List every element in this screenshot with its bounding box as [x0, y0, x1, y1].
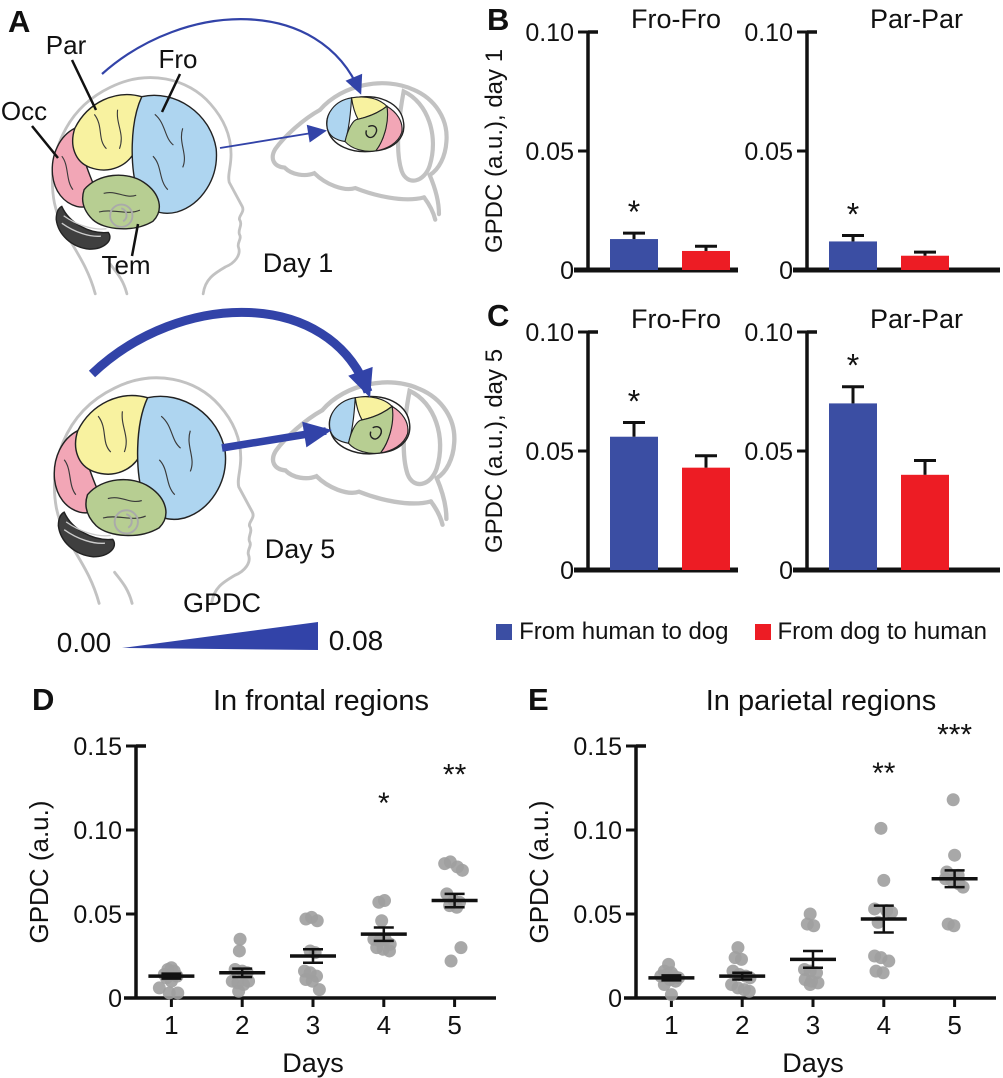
gpdc-scale-max: 0.08: [329, 625, 384, 656]
svg-text:Par-Par: Par-Par: [870, 4, 963, 34]
svg-text:4: 4: [377, 1010, 391, 1040]
svg-text:**: **: [443, 759, 467, 792]
svg-text:Days: Days: [782, 1048, 844, 1078]
legend-label-dog-to-human: From dog to human: [777, 618, 987, 645]
svg-text:0: 0: [108, 985, 122, 1013]
svg-text:*: *: [628, 194, 640, 230]
svg-text:***: ***: [937, 718, 972, 751]
panel-a-illustration: Par Fro Occ Tem Day 1 Day 5 GPDC 0.00 0.…: [1, 18, 480, 658]
svg-text:*: *: [378, 787, 390, 820]
svg-text:0: 0: [779, 257, 793, 285]
region-label-leader-lines: [31, 59, 182, 257]
svg-text:GPDC (a.u.): GPDC (a.u.): [24, 800, 54, 943]
svg-text:*: *: [628, 383, 640, 419]
svg-text:Fro-Fro: Fro-Fro: [631, 304, 721, 334]
label-occ: Occ: [1, 96, 47, 126]
svg-text:5: 5: [447, 1010, 461, 1040]
svg-text:0.05: 0.05: [525, 138, 574, 166]
series-legend: From human to dog From dog to human: [480, 612, 1003, 652]
day5-scene: Day 5: [52, 308, 454, 605]
legend-swatch-dog-to-human: [754, 624, 771, 640]
svg-text:*: *: [847, 348, 859, 384]
day5-label: Day 5: [265, 534, 336, 564]
human-to-dog-arrow-curved-day1: [101, 18, 363, 95]
human-to-dog-arrow-curved-day5: [88, 308, 373, 398]
day1-label: Day 1: [263, 248, 334, 278]
svg-text:1: 1: [664, 1010, 678, 1040]
bar-chart-par-par-day1: 0 0.05 0.10 Par-Par *: [744, 4, 1000, 285]
svg-text:0.15: 0.15: [73, 733, 122, 761]
svg-text:0: 0: [560, 257, 574, 285]
svg-text:2: 2: [735, 1010, 749, 1040]
panel-label-a: A: [8, 4, 31, 39]
svg-text:0.10: 0.10: [744, 19, 793, 47]
svg-text:GPDC (a.u.), day 1: GPDC (a.u.), day 1: [481, 49, 508, 253]
svg-text:3: 3: [306, 1010, 320, 1040]
panel-label-b: B: [487, 2, 510, 37]
legend-item-dog-to-human: From dog to human: [754, 618, 987, 646]
panel-label-d: D: [32, 682, 55, 717]
svg-text:5: 5: [947, 1010, 961, 1040]
svg-text:0.10: 0.10: [744, 319, 793, 347]
legend-swatch-human-to-dog: [496, 624, 513, 640]
svg-text:Fro-Fro: Fro-Fro: [631, 4, 721, 34]
label-par: Par: [46, 30, 87, 60]
svg-text:0.05: 0.05: [525, 438, 574, 466]
scatter-chart-frontal-regions: 0 0.05 0.10 0.15 1 2 3 4 5 Days GPDC (a.u.) In fron…: [24, 685, 496, 1078]
panel-label-c: C: [487, 298, 510, 333]
svg-text:0.10: 0.10: [73, 817, 122, 845]
gpdc-scale-wedge: [122, 622, 318, 650]
svg-text:0.05: 0.05: [744, 138, 793, 166]
legend-item-human-to-dog: From human to dog: [496, 618, 729, 646]
svg-text:**: **: [872, 757, 896, 790]
legend-label-human-to-dog: From human to dog: [519, 618, 729, 645]
svg-text:Days: Days: [282, 1048, 344, 1078]
bar-chart-par-par-day5: 0 0.05 0.10 Par-Par *: [744, 304, 1000, 585]
svg-text:0: 0: [608, 985, 622, 1013]
label-fro: Fro: [159, 44, 198, 74]
svg-text:*: *: [847, 196, 859, 232]
svg-text:1: 1: [164, 1010, 178, 1040]
svg-text:0: 0: [560, 557, 574, 585]
svg-text:0.05: 0.05: [573, 901, 622, 929]
label-tem: Tem: [101, 250, 150, 280]
human-to-dog-arrow-straight-day5: [221, 421, 332, 452]
scatter-chart-parietal-regions: 0 0.05 0.10 0.15 1 2 3 4 5 Days GPDC (a.u.) In pari…: [524, 685, 996, 1078]
svg-text:0.05: 0.05: [744, 438, 793, 466]
gpdc-scale-title: GPDC: [183, 588, 261, 618]
gpdc-scale-min: 0.00: [57, 627, 112, 658]
svg-text:0: 0: [779, 557, 793, 585]
svg-text:In frontal regions: In frontal regions: [213, 685, 429, 717]
svg-text:0.15: 0.15: [573, 733, 622, 761]
svg-text:GPDC (a.u.), day 5: GPDC (a.u.), day 5: [481, 349, 508, 553]
svg-text:0.10: 0.10: [525, 319, 574, 347]
svg-text:Par-Par: Par-Par: [870, 304, 963, 334]
svg-text:4: 4: [877, 1010, 891, 1040]
panel-label-e: E: [528, 682, 549, 717]
day1-scene: Par Fro Occ Tem Day 1: [1, 18, 447, 296]
svg-text:0.10: 0.10: [573, 817, 622, 845]
svg-text:In parietal regions: In parietal regions: [706, 685, 937, 717]
svg-text:2: 2: [235, 1010, 249, 1040]
svg-text:0.10: 0.10: [525, 19, 574, 47]
svg-text:0.05: 0.05: [73, 901, 122, 929]
svg-text:3: 3: [806, 1010, 820, 1040]
bar-chart-fro-fro-day5: 0 0.05 0.10 Fro-Fro GPDC (a.u.), day 5 *: [481, 304, 738, 585]
human-to-dog-arrow-straight-day1: [219, 124, 327, 149]
bar-chart-fro-fro-day1: 0 0.05 0.10 Fro-Fro GPDC (a.u.), day 1 *: [481, 4, 738, 285]
svg-text:GPDC (a.u.): GPDC (a.u.): [524, 800, 554, 943]
gpdc-scale: GPDC 0.00 0.08: [57, 588, 384, 658]
